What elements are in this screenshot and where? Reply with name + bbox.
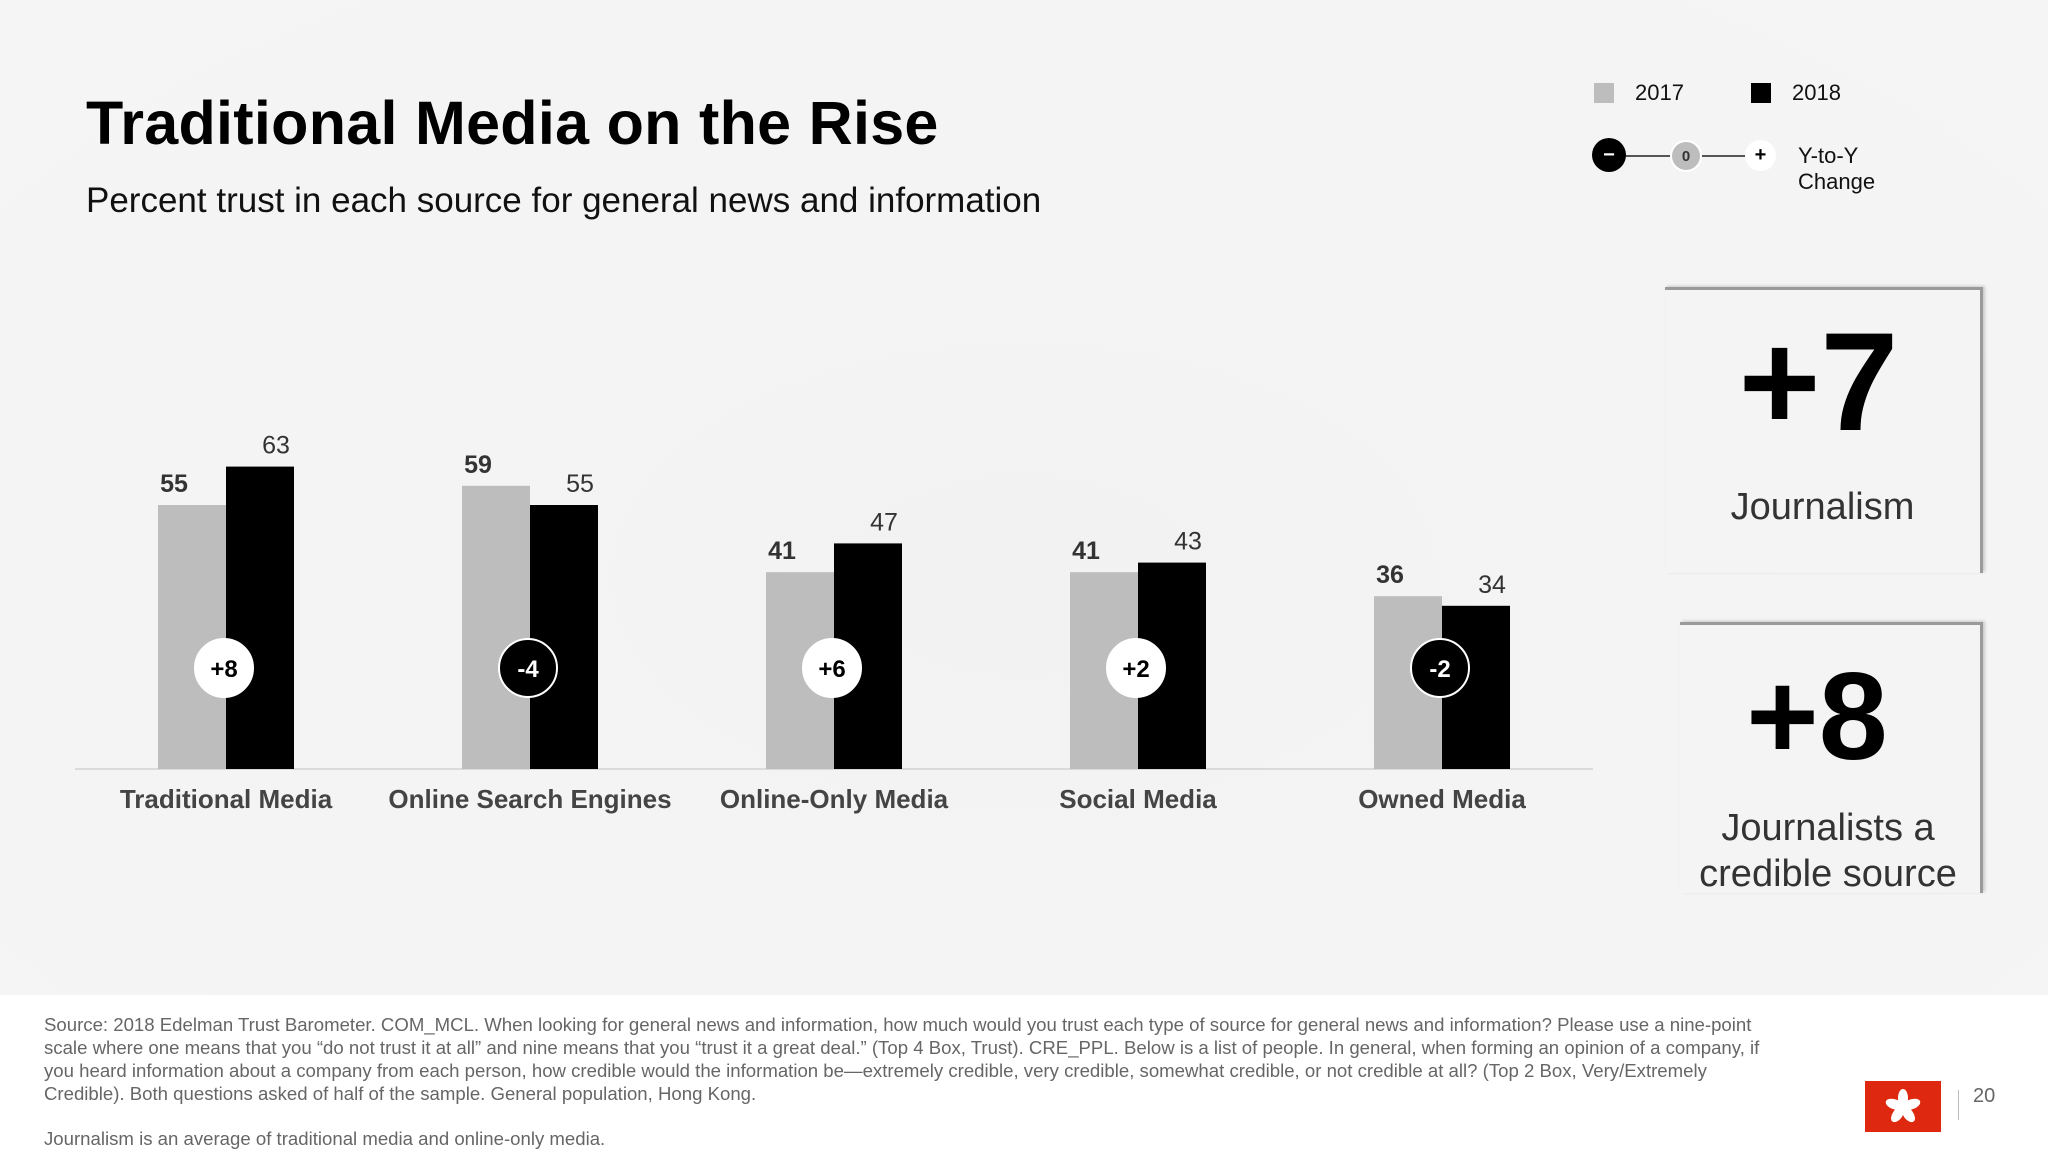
change-badge-3 <box>1106 638 1166 698</box>
category-label-0: Traditional Media <box>120 784 333 814</box>
legend-label-2018: 2018 <box>1792 80 1841 105</box>
change-label-4: -2 <box>1429 656 1450 683</box>
change-label-0: +8 <box>210 656 237 683</box>
page-title: Traditional Media on the Rise <box>86 89 939 157</box>
category-label-2: Online-Only Media <box>720 784 949 814</box>
page-divider <box>1958 1090 1959 1120</box>
value-label-2018-1: 55 <box>566 470 594 498</box>
value-label-2018-3: 43 <box>1174 528 1202 556</box>
page-number: 20 <box>1973 1085 1996 1107</box>
legend-swatch-2018 <box>1751 83 1771 103</box>
callout-journalists-label-line2: credible source <box>1699 853 1957 895</box>
change-badge-1 <box>498 638 558 698</box>
legend-change-label: Y-to-Y Change <box>1798 143 1876 194</box>
value-label-2017-3: 41 <box>1072 537 1100 565</box>
value-label-2017-0: 55 <box>160 470 188 498</box>
category-label-1: Online Search Engines <box>388 784 671 814</box>
bar-2018-1 <box>530 505 598 769</box>
footer-area <box>0 995 2048 1152</box>
legend-positive-icon: + <box>1745 140 1776 171</box>
source-note: Source: 2018 Edelman Trust Barometer. CO… <box>44 1014 1760 1104</box>
change-badge-2 <box>802 638 862 698</box>
category-label-4: Owned Media <box>1358 784 1526 814</box>
value-label-2017-1: 59 <box>464 451 492 479</box>
callout-journalism-label: Journalism <box>1730 486 1915 528</box>
callout-journalists-credible: +8 Journalists a credible source <box>1680 622 1983 895</box>
change-label-3: +2 <box>1122 656 1149 683</box>
bar-2017-1 <box>462 485 530 769</box>
legend-zero-icon: 0 <box>1670 140 1702 172</box>
value-label-2017-2: 41 <box>768 537 796 565</box>
legend-negative-icon: − <box>1592 138 1626 172</box>
bar-chart: 55 63 +8 Traditional Media 59 55 -4 Online Sear… <box>75 432 1593 814</box>
callout-journalism-value: +7 <box>1738 303 1899 460</box>
legend-swatch-2017 <box>1594 83 1614 103</box>
hong-kong-flag-icon <box>1865 1081 1941 1132</box>
category-label-3: Social Media <box>1059 784 1217 814</box>
value-label-2018-4: 34 <box>1478 571 1506 599</box>
bar-2017-0 <box>158 505 226 769</box>
journalism-note: Journalism is an average of traditional … <box>44 1128 606 1149</box>
value-label-2017-4: 36 <box>1376 561 1404 589</box>
page-subtitle: Percent trust in each source for general… <box>86 181 1042 220</box>
value-label-2018-0: 63 <box>262 432 290 460</box>
callout-journalists-label-line1: Journalists a <box>1721 807 1935 849</box>
bar-2018-0 <box>226 466 294 769</box>
change-label-2: +6 <box>818 656 845 683</box>
value-label-2018-2: 47 <box>870 508 898 536</box>
change-badge-4 <box>1410 638 1470 698</box>
legend-label-2017: 2017 <box>1635 80 1684 105</box>
change-badge-0 <box>194 638 254 698</box>
change-label-1: -4 <box>517 656 539 683</box>
callout-journalism: +7 Journalism <box>1665 287 1983 573</box>
callout-journalists-value: +8 <box>1746 648 1888 786</box>
